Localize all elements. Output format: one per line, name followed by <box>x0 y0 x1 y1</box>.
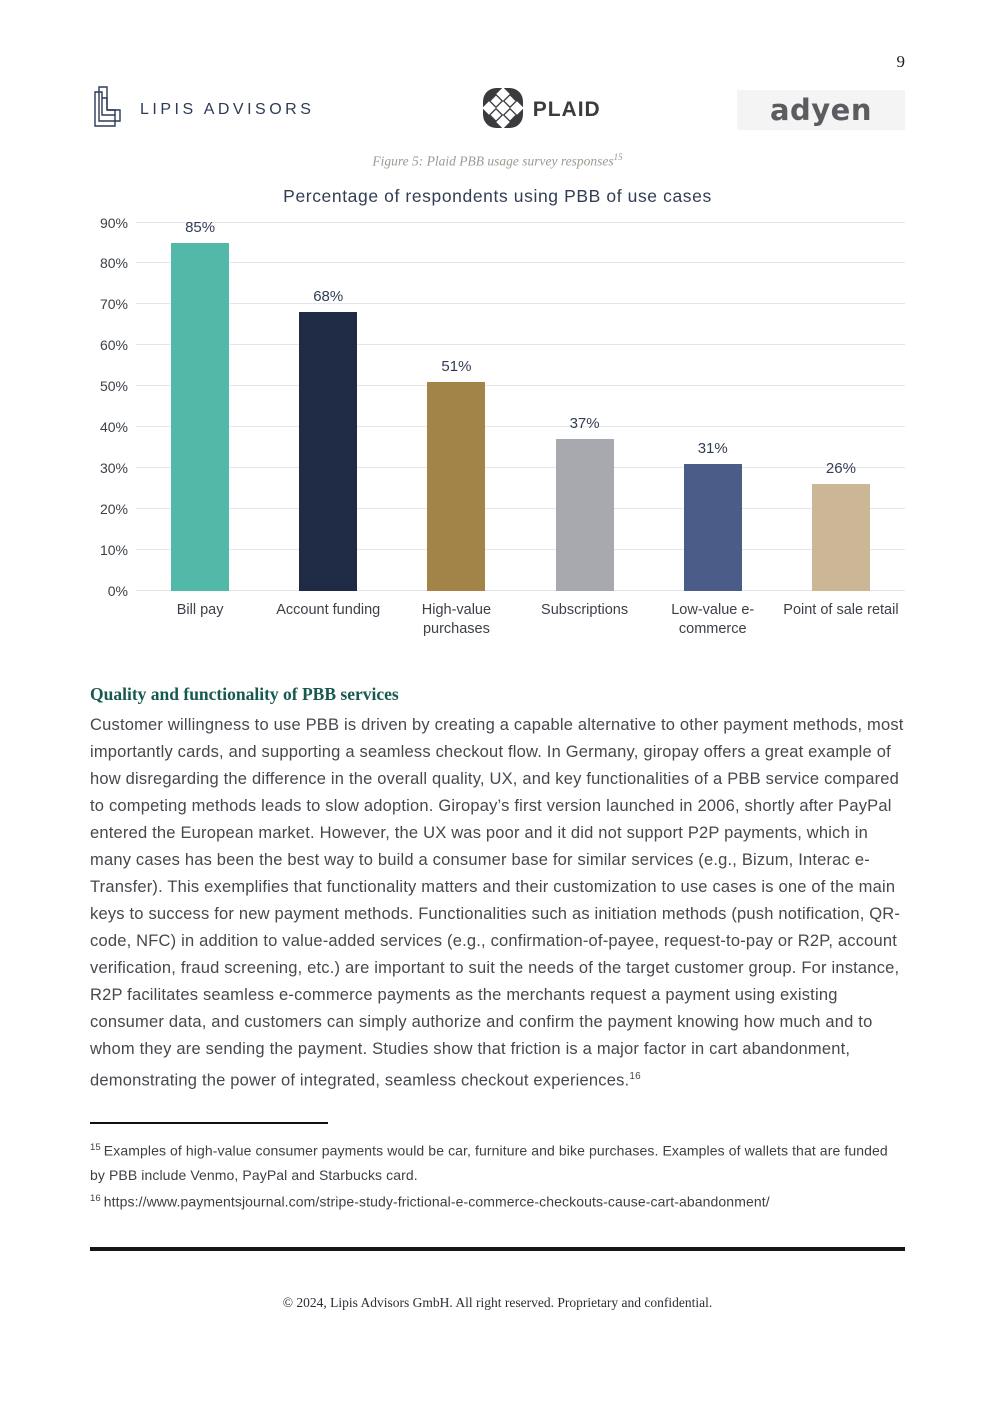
gridline <box>136 303 905 305</box>
bar-column: 37% <box>521 223 649 591</box>
gridline <box>136 425 905 427</box>
gridline <box>136 507 905 509</box>
section-heading: Quality and functionality of PBB service… <box>90 683 399 704</box>
bar-column: 26% <box>777 223 905 591</box>
bar-column: 68% <box>264 223 392 591</box>
chart-bars: 85% 68% 51% 37% 31% 26% <box>136 219 905 591</box>
chart-bar <box>555 439 614 591</box>
y-tick-label: 40% <box>99 418 128 435</box>
y-tick-label: 0% <box>107 582 128 599</box>
footnote-number: 16 <box>90 1192 101 1204</box>
footer-rule <box>90 1247 905 1252</box>
body-paragraph: Customer willingness to use PBB is drive… <box>90 715 904 1090</box>
figure-caption-footnote-ref: 15 <box>613 152 623 162</box>
bar-column: 31% <box>649 223 777 591</box>
gridline <box>136 344 905 346</box>
footnote-text: Examples of high-value consumer payments… <box>90 1142 888 1183</box>
lipis-advisors-icon <box>90 84 128 137</box>
adyen-wordmark: adyen <box>769 93 872 127</box>
y-tick-label: 60% <box>99 337 128 354</box>
x-tick-label: High-value purchases <box>421 601 492 638</box>
gridline <box>136 221 905 223</box>
page-number: 9 <box>896 52 906 71</box>
x-tick-label: Bill pay <box>176 601 224 618</box>
bar-value-label: 31% <box>697 439 728 457</box>
x-tick-label: Point of sale retail <box>783 601 899 618</box>
bar-value-label: 68% <box>313 288 344 306</box>
chart-title: Percentage of respondents using PBB of u… <box>283 185 712 206</box>
plaid-icon <box>481 86 525 135</box>
bar-value-label: 37% <box>569 415 600 433</box>
gridline <box>136 262 905 264</box>
y-tick-label: 20% <box>99 500 128 517</box>
bar-column: 85% <box>136 219 264 591</box>
chart-bar <box>171 242 230 591</box>
lipis-advisors-logo: LIPIS ADVISORS <box>90 84 314 137</box>
bar-value-label: 85% <box>185 218 216 236</box>
plaid-wordmark: PLAID <box>532 98 601 121</box>
x-tick-label: Account funding <box>276 601 381 618</box>
footnote-number: 15 <box>90 1142 101 1154</box>
adyen-logo: adyen <box>736 90 905 130</box>
footnote: 15 Examples of high-value consumer paymen… <box>90 1136 905 1187</box>
gridline <box>136 466 905 468</box>
chart-bar <box>299 312 358 591</box>
plaid-logo: PLAID <box>481 86 601 135</box>
x-tick-label: Low-value e-commerce <box>671 601 755 638</box>
gridline <box>136 548 905 550</box>
y-tick-label: 10% <box>99 541 128 558</box>
y-tick-label: 70% <box>99 296 128 313</box>
footer-copyright: © 2024, Lipis Advisors GmbH. All right r… <box>282 1295 713 1311</box>
x-tick-label: Subscriptions <box>541 601 629 618</box>
bar-column: 51% <box>392 223 520 591</box>
chart-bar <box>811 484 870 591</box>
header-logo-row: LIPIS ADVISORS <box>90 84 905 136</box>
body-section: Quality and functionality of PBB service… <box>90 684 905 1095</box>
y-tick-label: 90% <box>99 214 128 231</box>
chart-y-axis: 0% 10% 20% 30% 40% 50% 60% 70% 80% 90% <box>90 215 136 599</box>
chart-bar <box>683 463 742 591</box>
bar-value-label: 26% <box>825 460 856 478</box>
footnote-url[interactable]: https://www.paymentsjournal.com/stripe-s… <box>103 1193 770 1210</box>
y-tick-label: 50% <box>99 378 128 395</box>
figure-caption: Figure 5: Plaid PBB usage survey respons… <box>372 152 623 169</box>
paragraph-footnote-ref: 16 <box>629 1070 641 1082</box>
footnote: 16 https://www.paymentsjournal.com/stripe… <box>90 1187 905 1214</box>
lipis-advisors-wordmark: LIPIS ADVISORS <box>140 101 315 118</box>
footnotes: 15 Examples of high-value consumer paymen… <box>90 1136 905 1213</box>
bar-value-label: 51% <box>441 357 472 375</box>
chart-bar <box>427 381 486 591</box>
gridline <box>136 385 905 387</box>
bar-chart: Percentage of respondents using PBB of u… <box>90 186 905 640</box>
y-tick-label: 30% <box>99 459 128 476</box>
footnote-separator <box>90 1122 328 1125</box>
gridline <box>136 589 905 591</box>
chart-plot-area: 85% 68% 51% 37% 31% 26% <box>136 219 905 591</box>
chart-x-axis: Bill pay Account funding High-value purcha… <box>136 601 905 640</box>
y-tick-label: 80% <box>99 255 128 272</box>
